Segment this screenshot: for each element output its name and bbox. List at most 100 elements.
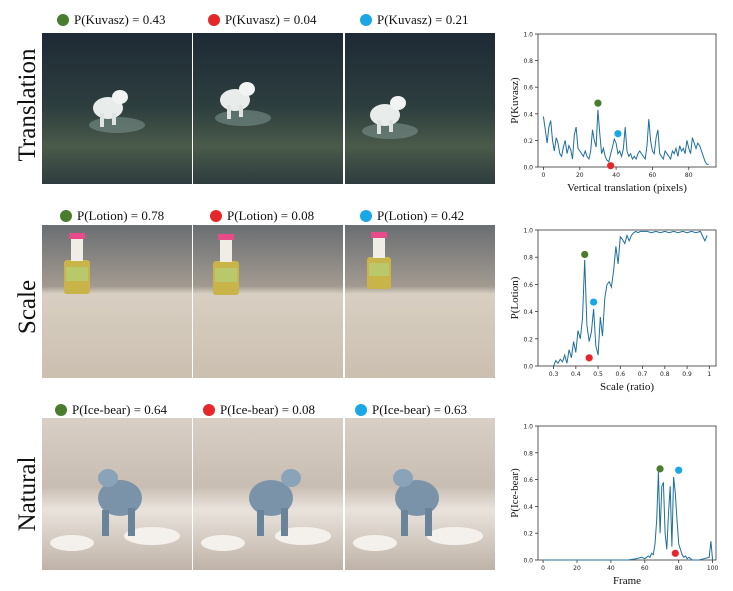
x-tick-label: 40 xyxy=(607,565,615,572)
prob-label: P(Ice-bear) = 0.64 xyxy=(55,402,167,418)
y-axis-label: P(Ice-bear) xyxy=(509,468,521,518)
y-tick-label: 0.8 xyxy=(523,255,533,262)
dog-in-water-image xyxy=(42,33,192,184)
prob-text: P(Lotion) = 0.42 xyxy=(377,208,465,223)
cyan-marker xyxy=(590,298,598,306)
y-tick-label: 0.2 xyxy=(523,138,533,145)
x-tick-label: 80 xyxy=(685,172,693,179)
y-tick-label: 1.0 xyxy=(523,424,533,431)
prob-text: P(Ice-bear) = 0.63 xyxy=(372,402,468,417)
cyan-dot-icon xyxy=(355,404,367,416)
prob-label: P(Kuvasz) = 0.43 xyxy=(57,12,165,28)
red-dot-icon xyxy=(203,404,215,416)
cyan-dot-icon xyxy=(360,210,372,222)
y-tick-label: 0.0 xyxy=(523,165,533,172)
x-tick-label: 80 xyxy=(675,565,683,572)
x-tick-label: 0.7 xyxy=(638,371,648,378)
row-label-translation: Translation xyxy=(14,48,41,162)
y-tick-label: 0.4 xyxy=(523,111,533,118)
x-tick-label: 0.3 xyxy=(549,371,559,378)
x-tick-label: 0 xyxy=(542,172,546,179)
lotion-bottle-image xyxy=(193,225,343,378)
red-marker xyxy=(585,354,593,362)
cyan-dot-icon xyxy=(360,14,372,26)
plot-frame xyxy=(537,229,717,367)
y-tick-label: 0.6 xyxy=(523,282,533,289)
green-dot-icon xyxy=(57,14,69,26)
green-dot-icon xyxy=(60,210,72,222)
polar-bear-image xyxy=(345,418,495,570)
prob-text: P(Kuvasz) = 0.21 xyxy=(377,12,469,27)
chart-natural: 0.0 0.2 0.4 0.6 0.8 1.0 0 20 40 60 80 100 Frame P(Ice… xyxy=(509,424,719,588)
x-tick-label: 1 xyxy=(707,371,711,378)
prob-text: P(Kuvasz) = 0.04 xyxy=(225,12,317,27)
prob-label: P(Lotion) = 0.42 xyxy=(360,208,464,224)
green-marker xyxy=(656,465,664,473)
lotion-bottle-image xyxy=(42,225,192,378)
x-tick-label: 100 xyxy=(707,565,719,572)
red-dot-icon xyxy=(210,210,222,222)
y-tick-label: 1.0 xyxy=(523,32,533,39)
red-marker xyxy=(607,162,615,170)
green-marker xyxy=(581,250,589,259)
x-tick-label: 0.9 xyxy=(682,371,692,378)
polar-bear-image xyxy=(42,418,192,570)
x-tick-label: 20 xyxy=(576,172,584,179)
plot-frame xyxy=(537,33,717,168)
x-tick-label: 0.4 xyxy=(571,371,581,378)
y-tick-label: 0.4 xyxy=(523,504,533,511)
green-marker xyxy=(594,99,602,107)
prob-label: P(Ice-bear) = 0.08 xyxy=(203,402,315,418)
x-axis-label: Vertical translation (pixels) xyxy=(567,182,687,194)
y-tick-label: 0.8 xyxy=(523,450,533,457)
y-tick-label: 0.8 xyxy=(523,58,533,65)
chart-scale: 0.0 0.2 0.4 0.6 0.8 1.0 0.3 0.4 0.5 0.6 0.7 0.8 0.9 1… xyxy=(509,228,717,393)
y-tick-label: 0.6 xyxy=(523,85,533,92)
prob-label: P(Lotion) = 0.08 xyxy=(210,208,314,224)
y-tick-label: 0.0 xyxy=(523,364,533,371)
prob-label: P(Kuvasz) = 0.21 xyxy=(360,12,468,28)
row-label-natural: Natural xyxy=(14,456,41,532)
cyan-marker xyxy=(614,130,622,138)
prob-text: P(Ice-bear) = 0.08 xyxy=(220,402,316,417)
series-line xyxy=(553,230,708,367)
x-tick-label: 0.8 xyxy=(660,371,670,378)
y-tick-label: 0.4 xyxy=(523,309,533,316)
y-tick-label: 0.6 xyxy=(523,477,533,484)
row-label-scale: Scale xyxy=(14,279,41,335)
y-axis-label: P(Lotion) xyxy=(509,276,521,319)
prob-label: P(Kuvasz) = 0.04 xyxy=(208,12,316,28)
prob-text: P(Ice-bear) = 0.64 xyxy=(72,402,168,417)
y-axis-label: P(Kuvasz) xyxy=(509,77,521,124)
chart-translation: 0.0 0.2 0.4 0.6 0.8 1.0 0 20 40 60 80 Vertical tran… xyxy=(509,32,717,194)
x-axis-label: Frame xyxy=(613,575,641,587)
x-tick-label: 40 xyxy=(612,172,620,179)
x-axis-label: Scale (ratio) xyxy=(600,381,654,393)
red-dot-icon xyxy=(208,14,220,26)
polar-bear-image xyxy=(193,418,343,570)
prob-text: P(Lotion) = 0.08 xyxy=(227,208,315,223)
x-tick-label: 0 xyxy=(541,565,545,572)
series-line xyxy=(542,109,709,165)
y-tick-label: 0.0 xyxy=(523,558,533,565)
cyan-marker xyxy=(675,466,683,474)
y-tick-label: 0.2 xyxy=(523,336,533,343)
plot-frame xyxy=(537,425,717,561)
green-dot-icon xyxy=(55,404,67,416)
lotion-bottle-image xyxy=(345,225,495,378)
series-line xyxy=(543,471,714,561)
dog-in-water-image xyxy=(193,33,343,184)
prob-text: P(Kuvasz) = 0.43 xyxy=(74,12,166,27)
dog-in-water-image xyxy=(345,33,495,184)
x-tick-label: 60 xyxy=(641,565,649,572)
prob-label: P(Lotion) = 0.78 xyxy=(60,208,164,224)
x-tick-label: 20 xyxy=(573,565,581,572)
x-tick-label: 0.6 xyxy=(616,371,626,378)
prob-text: P(Lotion) = 0.78 xyxy=(77,208,165,223)
red-marker xyxy=(671,549,679,557)
x-tick-label: 60 xyxy=(649,172,657,179)
x-tick-label: 0.5 xyxy=(593,371,603,378)
y-tick-label: 0.2 xyxy=(523,531,533,538)
prob-label: P(Ice-bear) = 0.63 xyxy=(355,402,467,418)
y-tick-label: 1.0 xyxy=(523,228,533,235)
